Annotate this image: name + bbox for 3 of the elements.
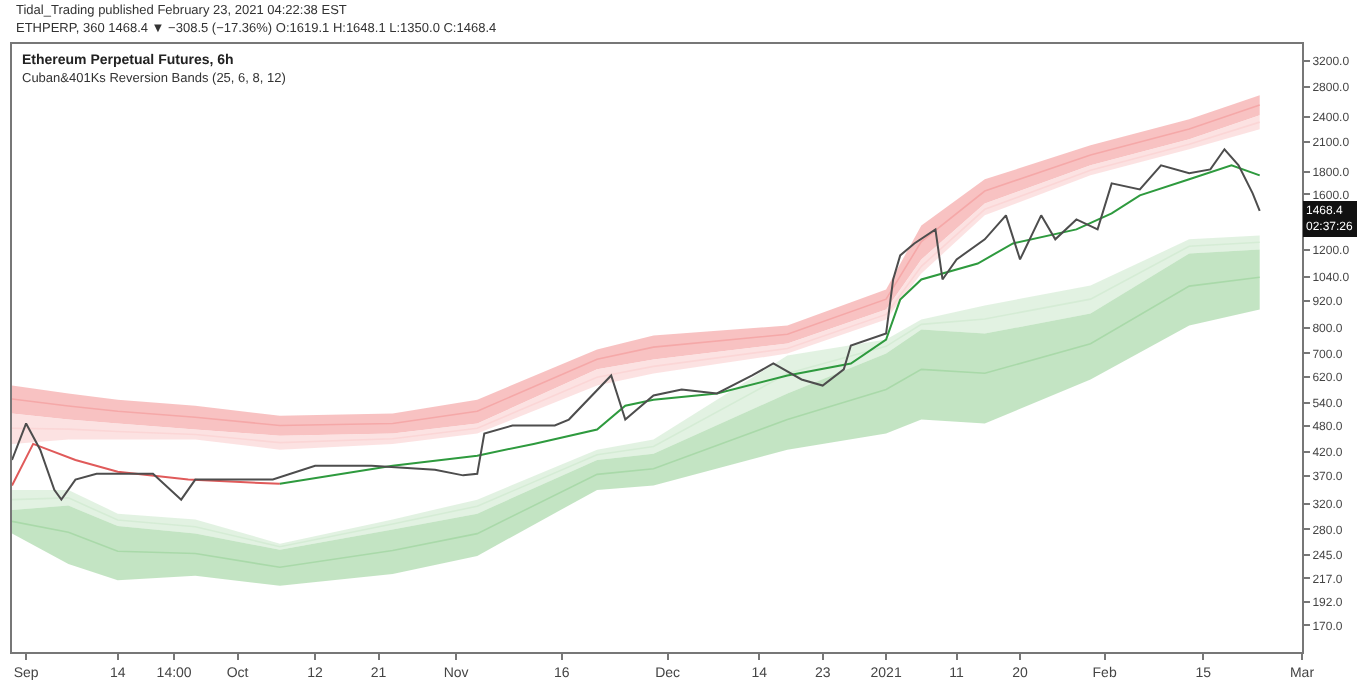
line-series xyxy=(278,164,1261,485)
line-series xyxy=(12,148,1261,501)
line-series xyxy=(12,442,281,487)
